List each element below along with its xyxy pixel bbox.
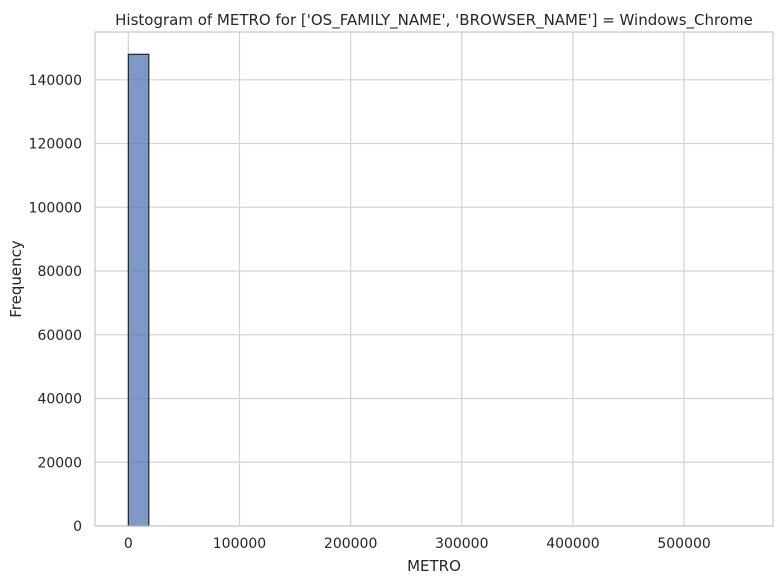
y-tick-label: 0 [73, 519, 82, 535]
x-tick-label: 500000 [657, 536, 710, 552]
x-tick-labels: 0 100000 200000 300000 400000 500000 [124, 536, 711, 552]
x-tick-label: 0 [124, 536, 133, 552]
y-tick-label: 40000 [37, 392, 82, 408]
histogram-bar [127, 53, 150, 527]
chart-title: Histogram of METRO for ['OS_FAMILY_NAME'… [115, 11, 753, 30]
x-axis-title: METRO [407, 557, 461, 575]
x-tick-label: 100000 [213, 536, 266, 552]
y-tick-label: 120000 [29, 137, 82, 153]
x-tick-label: 400000 [546, 536, 599, 552]
y-tick-label: 60000 [37, 328, 82, 344]
grid [95, 32, 773, 527]
y-axis-title: Frequency [7, 240, 25, 318]
bars [127, 53, 150, 527]
y-tick-label: 80000 [37, 264, 82, 280]
x-tick-label: 300000 [435, 536, 488, 552]
y-tick-labels: 0 20000 40000 60000 80000 100000 120000 140000 [29, 73, 82, 535]
plot-frame [94, 31, 774, 527]
y-tick-label: 140000 [29, 73, 82, 89]
y-tick-label: 100000 [29, 200, 82, 216]
x-tick-label: 200000 [324, 536, 377, 552]
y-tick-label: 20000 [37, 455, 82, 471]
